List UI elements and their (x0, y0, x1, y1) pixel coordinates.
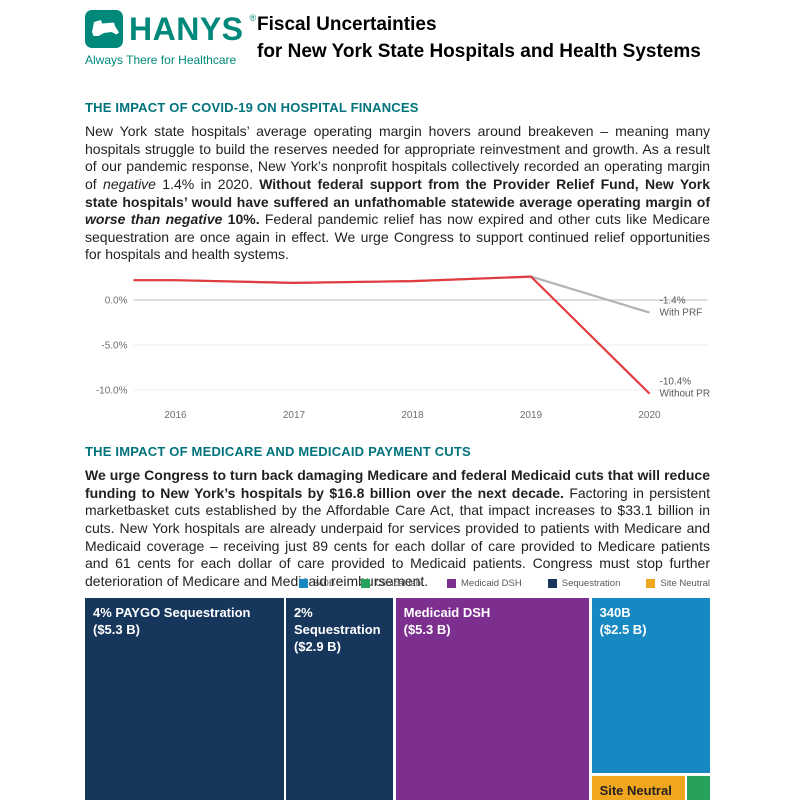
registered-trademark-mark: ® (249, 13, 257, 23)
treemap-block-clinical-lab (687, 776, 710, 800)
treemap-block-paygo-sequestration: 4% PAYGO Sequestration ($5.3 B) (85, 598, 284, 800)
legend-label: Clinical lab (375, 577, 422, 589)
covid-impact-section: THE IMPACT OF COVID-19 ON HOSPITAL FINAN… (85, 100, 710, 422)
treemap-block-value: ($5.3 B) (93, 622, 140, 638)
operating-margin-line-chart: 0.0% -5.0% -10.0% 2016 2017 2018 2019 2020 -1.4%… (85, 270, 710, 422)
y-tick-label: 0.0% (105, 296, 128, 307)
series-line-without-prf (133, 275, 651, 395)
text-run: Federal pandemic relief has now expired … (85, 211, 710, 263)
text-run: We urge Congress to turn back damaging M… (85, 467, 710, 501)
text-run: negative (103, 175, 156, 192)
text-run: worse than negative (85, 211, 223, 228)
treemap-block-value: ($2.5 B) (599, 622, 647, 638)
x-tick-label: 2020 (638, 410, 661, 421)
end-label-series: Without PRF (660, 389, 711, 400)
y-tick-label: -5.0% (101, 341, 127, 352)
page-title: Fiscal Uncertainties for New York State … (257, 10, 710, 65)
text-run: New York state hospitals’ average operat… (85, 123, 710, 192)
treemap-block-value: ($2.9 B) (293, 639, 341, 655)
legend-label: 340B (312, 577, 336, 589)
legend-label: Medicaid DSH (461, 577, 522, 589)
page-title-line-1: Fiscal Uncertainties (257, 14, 437, 35)
end-label-series: With PRF (660, 308, 703, 319)
section-heading-covid: THE IMPACT OF COVID-19 ON HOSPITAL FINAN… (85, 100, 419, 115)
legend-item-site-neutral: Site Neutral (646, 578, 710, 589)
section-heading-payment-cuts: THE IMPACT OF MEDICARE AND MEDICAID PAYM… (85, 444, 471, 459)
legend-swatch (361, 578, 371, 588)
treemap-block-label: Site Neutral (599, 783, 672, 799)
legend-swatch (298, 578, 308, 588)
legend-item-medicaid-dsh: Medicaid DSH (447, 578, 522, 589)
text-run: Factoring in persistent marketbasket cut… (85, 484, 711, 589)
treemap-block-label: 4% PAYGO Sequestration (93, 605, 251, 621)
x-tick-label: 2017 (283, 410, 306, 421)
legend-label: Sequestration (561, 577, 621, 589)
treemap-legend: 340B Clinical lab Medicaid DSH Sequestratio… (85, 576, 710, 590)
treemap-block-label: 340B (599, 605, 631, 621)
hanys-logo-row: HANYS ® (85, 10, 256, 48)
x-tick-label: 2019 (520, 410, 543, 421)
treemap-block-label: 2% Sequestration (293, 605, 381, 638)
x-tick-label: 2018 (401, 410, 424, 421)
hanys-ny-state-icon (85, 10, 123, 48)
legend-item-clinical-lab: Clinical lab (361, 578, 421, 589)
legend-item-340b: 340B (298, 577, 336, 589)
header: HANYS ® Always There for Healthcare Fisc… (85, 10, 710, 78)
legend-label: Site Neutral (660, 577, 710, 589)
hanys-wordmark: HANYS (129, 11, 244, 47)
treemap-block-label: Medicaid DSH (403, 605, 491, 621)
legend-swatch (547, 578, 557, 588)
end-label-value: -1.4% (660, 296, 686, 307)
text-run: Without federal support from the Provide… (85, 175, 710, 210)
treemap-block-medicaid-dsh: Medicaid DSH ($5.3 B) (395, 598, 590, 800)
treemap-block-value: ($5.3 B) (403, 622, 451, 638)
page-title-line-2: for New York State Hospitals and Health … (257, 40, 701, 62)
text-run: 10%. (222, 211, 260, 228)
hanys-logo: HANYS ® Always There for Healthcare (85, 10, 256, 67)
hanys-tagline: Always There for Healthcare (85, 53, 237, 67)
covid-paragraph: New York state hospitals’ average operat… (85, 123, 710, 264)
payment-cuts-paragraph: We urge Congress to turn back damaging M… (85, 467, 710, 590)
treemap-block-site-neutral: Site Neutral($0.6 B) (591, 776, 685, 800)
treemap-block-340b: 340B ($2.5 B) (591, 598, 710, 774)
x-tick-label: 2016 (164, 410, 187, 421)
medicare-medicaid-section: THE IMPACT OF MEDICARE AND MEDICAID PAYM… (85, 444, 710, 800)
treemap-block-two-percent-sequestration: 2% Sequestration ($2.9 B) (285, 598, 394, 800)
legend-swatch (447, 578, 457, 588)
legend-item-sequestration: Sequestration (547, 577, 621, 589)
payment-cuts-treemap: 4% PAYGO Sequestration ($5.3 B) 2% Sequest… (85, 598, 710, 800)
legend-swatch (646, 578, 656, 588)
end-label-value: -10.4% (660, 377, 692, 388)
text-run: 1.4% in 2020. (155, 175, 260, 192)
y-tick-label: -10.0% (96, 386, 128, 397)
